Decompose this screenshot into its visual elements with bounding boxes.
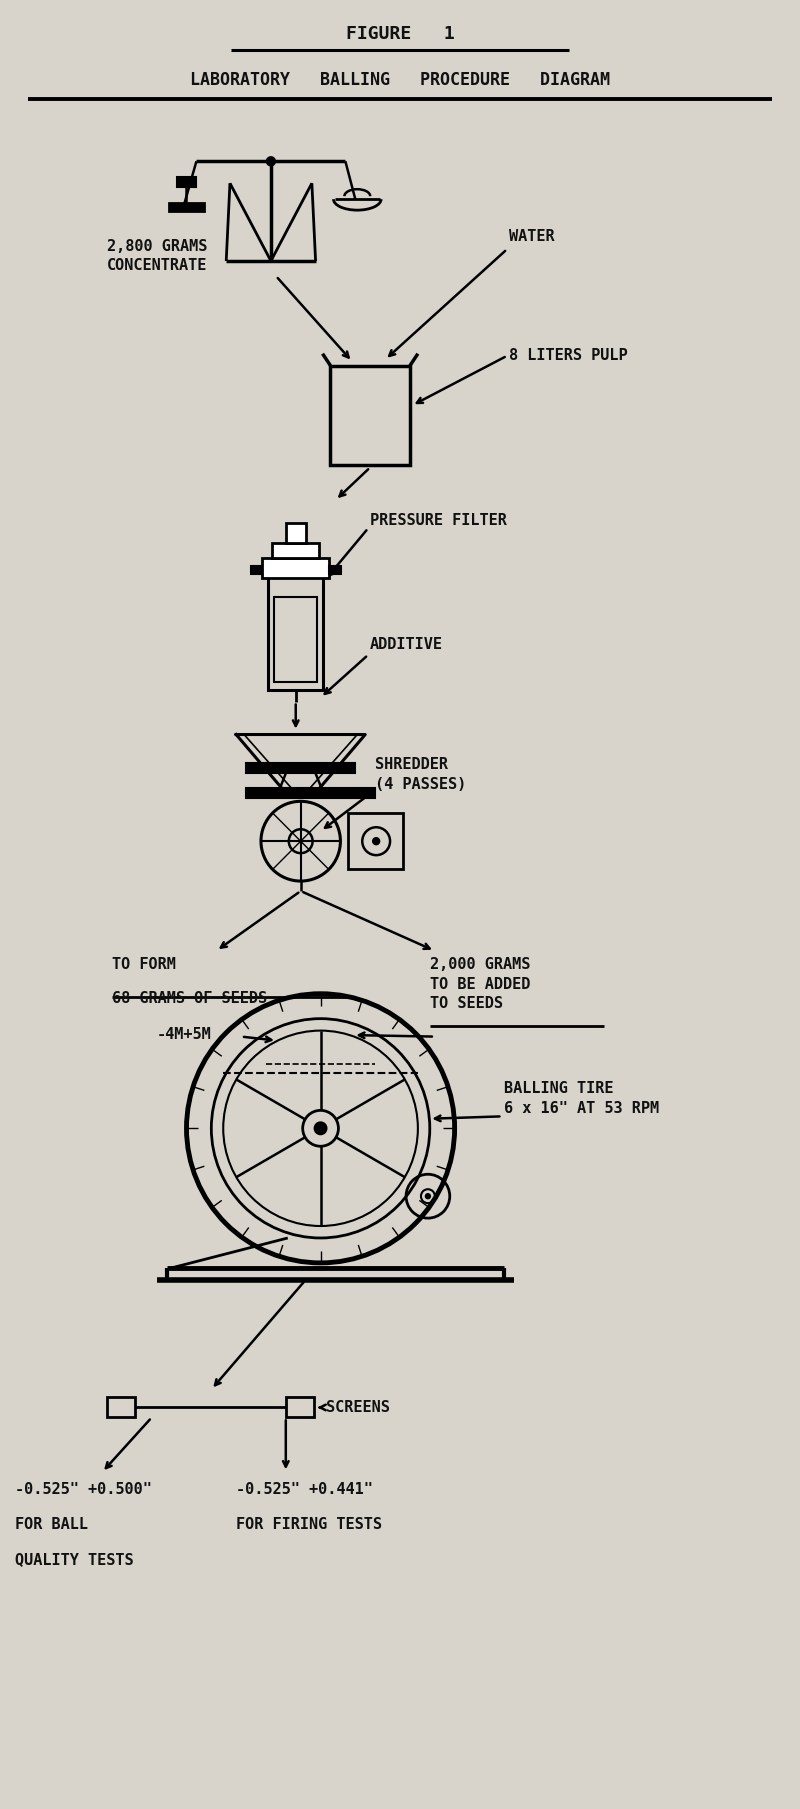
Bar (348, 814, 403, 868)
Text: LABORATORY   BALLING   PROCEDURE   DIAGRAM: LABORATORY BALLING PROCEDURE DIAGRAM (190, 71, 610, 89)
Circle shape (373, 838, 380, 845)
Circle shape (426, 1194, 430, 1199)
Bar (250, 566, 262, 573)
Text: TO FORM: TO FORM (112, 957, 176, 971)
Text: 2,000 GRAMS
TO BE ADDED
TO SEEDS: 2,000 GRAMS TO BE ADDED TO SEEDS (430, 957, 530, 1011)
Text: -0.525" +0.441": -0.525" +0.441" (236, 1482, 373, 1498)
Text: 68 GRAMS OF SEEDS: 68 GRAMS OF SEEDS (112, 991, 267, 1006)
Bar (329, 566, 341, 573)
Text: 2,800 GRAMS
CONCENTRATE: 2,800 GRAMS CONCENTRATE (106, 239, 207, 273)
Text: -0.525" +0.500": -0.525" +0.500" (14, 1482, 151, 1498)
Bar (286, 523, 306, 543)
Text: FOR BALL: FOR BALL (14, 1518, 88, 1532)
Text: BALLING TIRE
6 x 16" AT 53 RPM: BALLING TIRE 6 x 16" AT 53 RPM (504, 1082, 659, 1116)
Bar (274, 597, 317, 682)
Text: WATER: WATER (510, 228, 555, 244)
Bar (269, 570, 323, 689)
Bar (169, 203, 204, 212)
Circle shape (266, 157, 275, 166)
Text: 8 LITERS PULP: 8 LITERS PULP (510, 347, 628, 364)
Bar (330, 365, 410, 465)
Text: FIGURE   1: FIGURE 1 (346, 25, 454, 43)
Text: QUALITY TESTS: QUALITY TESTS (14, 1552, 134, 1567)
Text: PRESSURE FILTER: PRESSURE FILTER (370, 512, 507, 528)
Circle shape (314, 1122, 327, 1134)
Text: FOR FIRING TESTS: FOR FIRING TESTS (236, 1518, 382, 1532)
Text: ADDITIVE: ADDITIVE (370, 637, 443, 653)
Bar (246, 763, 355, 774)
Bar (286, 1398, 314, 1418)
Text: SHREDDER
(4 PASSES): SHREDDER (4 PASSES) (375, 756, 466, 792)
Text: SCREENS: SCREENS (326, 1400, 390, 1415)
Bar (272, 543, 319, 557)
Bar (107, 1398, 135, 1418)
Bar (177, 177, 197, 186)
Text: -4M+5M: -4M+5M (157, 1028, 211, 1042)
Bar (262, 557, 329, 579)
Bar (246, 789, 375, 798)
